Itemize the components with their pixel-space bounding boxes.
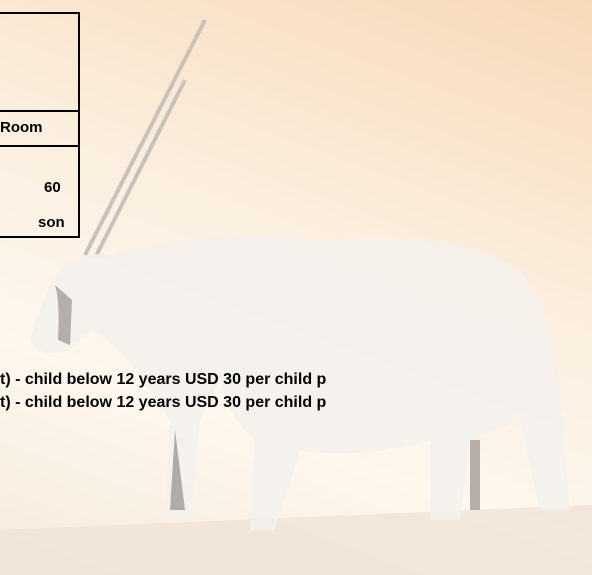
table-row bbox=[0, 145, 78, 147]
page: Room 60 son t) - child below 12 years US… bbox=[0, 0, 592, 575]
note: t) - child below 12 years USD 30 per chi… bbox=[0, 371, 326, 389]
table-header: Room bbox=[0, 119, 43, 136]
note: t) - child below 12 years USD 30 per chi… bbox=[0, 394, 326, 412]
background-image bbox=[0, 0, 592, 575]
table-cell: son bbox=[38, 214, 65, 231]
table-cell: 60 bbox=[44, 179, 61, 196]
